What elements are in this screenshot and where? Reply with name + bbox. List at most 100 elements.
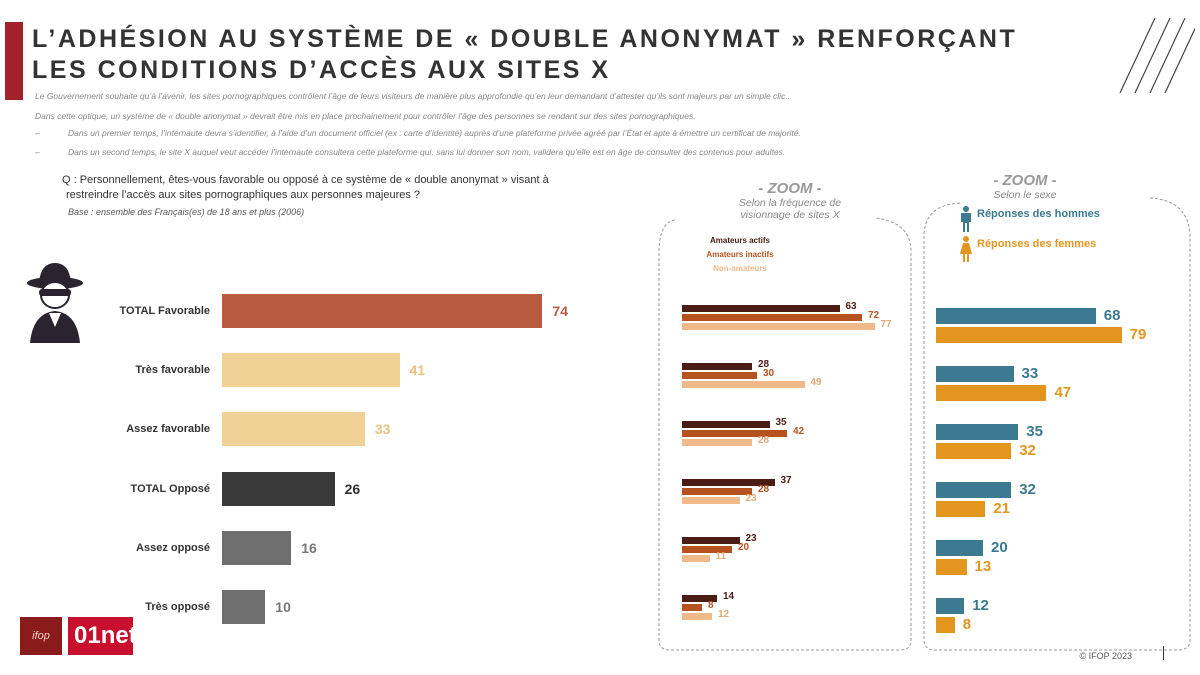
value-label: 23 xyxy=(745,533,757,544)
category-label: Assez favorable xyxy=(126,423,210,435)
bar xyxy=(682,555,710,562)
bar xyxy=(682,323,875,330)
bullet-1: – Dans un premier temps, l’internaute dev… xyxy=(35,128,1035,140)
zoom-label: - ZOOM - xyxy=(758,180,822,197)
legend-item: Amateurs actifs xyxy=(709,236,771,245)
bar xyxy=(936,443,1012,459)
value-label: 33 xyxy=(374,421,391,437)
bar xyxy=(682,314,862,321)
value-label: 30 xyxy=(763,368,775,379)
bar xyxy=(682,363,752,370)
intro-text-1: Le Gouvernement souhaite qu’à l’avenir, … xyxy=(35,91,791,101)
category-label: Très favorable xyxy=(135,364,210,376)
bar xyxy=(222,412,365,446)
bar xyxy=(222,590,266,624)
value-label: 68 xyxy=(1103,307,1121,324)
bullet-text: Dans un premier temps, l’internaute devr… xyxy=(68,128,801,138)
bar xyxy=(936,598,965,614)
man-icon xyxy=(961,206,971,232)
bar xyxy=(222,294,543,328)
bar xyxy=(936,385,1047,401)
title-line-1: L’ADHÉSION AU SYSTÈME DE « DOUBLE ANONYM… xyxy=(32,25,1018,53)
bar xyxy=(682,430,787,437)
bar xyxy=(682,546,732,553)
01net-logo-text: 01net xyxy=(74,622,137,649)
value-label: 10 xyxy=(275,599,291,615)
value-label: 28 xyxy=(758,359,770,370)
dashed-frame-frequency xyxy=(658,217,912,651)
value-label: 23 xyxy=(745,493,757,504)
value-label: 42 xyxy=(793,426,805,437)
legend-men: Réponses des hommes xyxy=(977,208,1100,220)
bar xyxy=(682,305,840,312)
title-accent-bar xyxy=(5,22,23,100)
legend-women: Réponses des femmes xyxy=(977,238,1097,250)
question-line-2: restreindre l’accès aux sites pornograph… xyxy=(66,189,421,201)
value-label: 63 xyxy=(845,301,857,312)
woman-icon xyxy=(960,236,972,262)
bar xyxy=(936,482,1012,498)
hatch-decoration xyxy=(1119,18,1195,93)
zoom-sex-header: - ZOOM - Selon le sexe xyxy=(950,172,1100,201)
ifop-logo: ifop xyxy=(20,617,62,655)
value-label: 32 xyxy=(1019,481,1036,498)
bar xyxy=(682,595,717,602)
dashed-frame-sex xyxy=(923,197,1191,651)
value-label: 21 xyxy=(993,500,1011,517)
category-label: Assez opposé xyxy=(136,542,210,554)
bar xyxy=(222,353,400,387)
bar xyxy=(222,472,335,506)
base-note: Base : ensemble des Français(es) de 18 a… xyxy=(68,207,305,217)
bullet-dash: – xyxy=(35,147,40,157)
bar xyxy=(936,501,986,517)
value-label: 35 xyxy=(775,417,787,428)
value-label: 12 xyxy=(718,609,730,620)
anonymous-person-icon xyxy=(27,263,83,343)
title-line-2: LES CONDITIONS D’ACCÈS AUX SITES X xyxy=(32,56,611,84)
bullet-text: Dans un second temps, le site X auquel v… xyxy=(68,147,786,157)
bar xyxy=(682,381,805,388)
bar xyxy=(936,366,1014,382)
value-label: 72 xyxy=(868,310,880,321)
value-label: 35 xyxy=(1026,423,1043,440)
copyright: © IFOP 2023 xyxy=(1079,651,1133,661)
value-label: 47 xyxy=(1054,384,1072,401)
value-label: 8 xyxy=(708,600,714,611)
value-label: 14 xyxy=(723,591,735,602)
category-label: Très opposé xyxy=(145,601,210,613)
page-title: L’ADHÉSION AU SYSTÈME DE « DOUBLE ANONYM… xyxy=(32,24,1017,86)
value-label: 16 xyxy=(301,540,317,556)
value-label: 74 xyxy=(552,303,568,319)
zoom-subtitle: Selon la fréquence de visionnage de site… xyxy=(738,197,842,221)
bar xyxy=(682,421,770,428)
bar xyxy=(936,424,1019,440)
value-label: 20 xyxy=(738,542,750,553)
zoom-frequency-header: - ZOOM - Selon la fréquence de visionnag… xyxy=(690,180,890,221)
question: Q : Personnellement, êtes-vous favorable… xyxy=(62,173,582,203)
bar xyxy=(682,372,757,379)
legend-item: Amateurs inactifs xyxy=(706,250,774,259)
value-label: 20 xyxy=(991,539,1008,556)
bar xyxy=(936,559,967,575)
bar xyxy=(682,537,740,544)
value-label: 37 xyxy=(780,475,792,486)
value-label: 11 xyxy=(715,551,727,562)
bar xyxy=(936,308,1096,324)
bar xyxy=(936,540,983,556)
question-line-1: Q : Personnellement, êtes-vous favorable… xyxy=(62,174,549,186)
zoom-label: - ZOOM - xyxy=(993,172,1057,189)
value-label: 79 xyxy=(1129,326,1147,343)
bullet-dash: – xyxy=(35,128,40,138)
value-label: 8 xyxy=(962,616,972,633)
category-label: TOTAL Opposé xyxy=(130,483,210,495)
bar xyxy=(682,613,712,620)
01net-logo: 01net xyxy=(68,617,137,655)
bar xyxy=(936,327,1122,343)
value-label: 32 xyxy=(1019,442,1036,459)
value-label: 12 xyxy=(972,597,989,614)
value-label: 77 xyxy=(880,319,892,330)
value-label: 33 xyxy=(1021,365,1039,382)
value-label: 26 xyxy=(344,481,361,497)
value-label: 41 xyxy=(409,362,426,378)
intro-text-2: Dans cette optique, un système de « doub… xyxy=(35,111,696,121)
